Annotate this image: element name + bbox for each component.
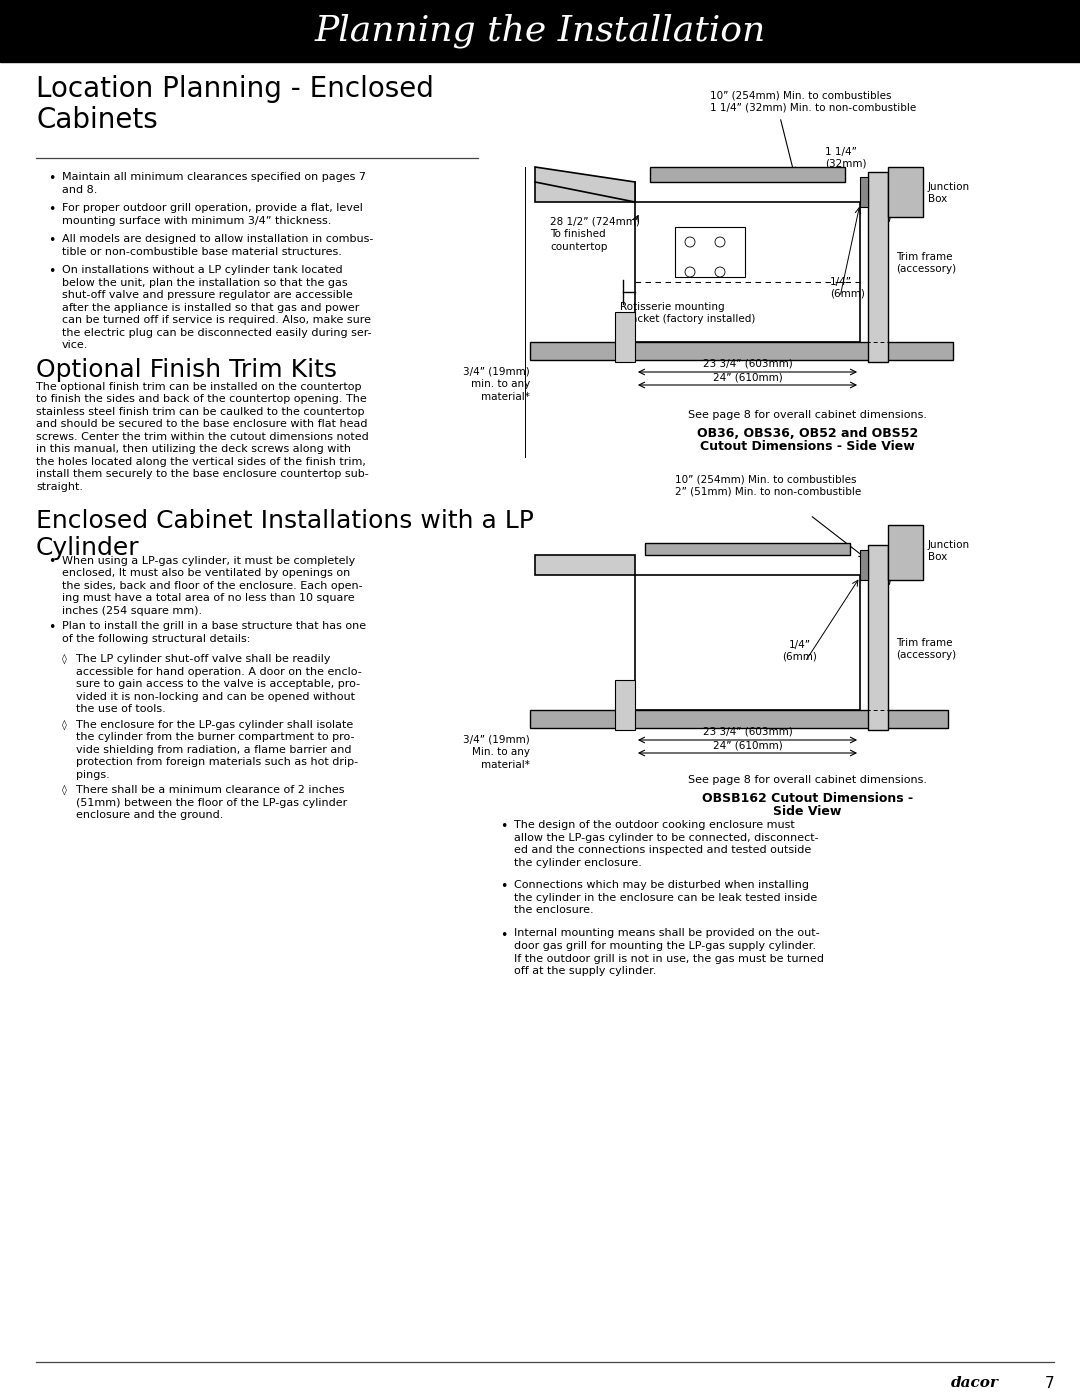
- Polygon shape: [650, 168, 845, 182]
- Text: 23 3/4” (603mm): 23 3/4” (603mm): [703, 726, 793, 738]
- Text: 1/4”
(6mm): 1/4” (6mm): [831, 277, 865, 299]
- Text: 24” (610mm): 24” (610mm): [713, 740, 782, 750]
- Text: 24” (610mm): 24” (610mm): [713, 372, 782, 381]
- Text: Planning the Installation: Planning the Installation: [314, 14, 766, 49]
- Text: Enclosed Cabinet Installations with a LP
Cylinder: Enclosed Cabinet Installations with a LP…: [36, 510, 534, 560]
- Polygon shape: [530, 342, 953, 360]
- Polygon shape: [535, 168, 635, 203]
- Text: 23 3/4” (603mm): 23 3/4” (603mm): [703, 359, 793, 369]
- Text: Connections which may be disturbed when installing
the cylinder in the enclosure: Connections which may be disturbed when …: [514, 880, 818, 915]
- Text: 2” (51mm) Min. to non-combustible: 2” (51mm) Min. to non-combustible: [675, 488, 861, 497]
- Text: •: •: [48, 203, 55, 217]
- Text: There shall be a minimum clearance of 2 inches
(51mm) between the floor of the L: There shall be a minimum clearance of 2 …: [76, 785, 348, 820]
- Bar: [0, 0, 1080, 61]
- Polygon shape: [860, 177, 868, 207]
- Text: Plan to install the grill in a base structure that has one
of the following stru: Plan to install the grill in a base stru…: [62, 622, 366, 644]
- Text: When using a LP-gas cylinder, it must be completely
enclosed, It must also be ve: When using a LP-gas cylinder, it must be…: [62, 556, 363, 616]
- Text: Side View: Side View: [773, 805, 841, 819]
- Text: 10” (254mm) Min. to combustibles: 10” (254mm) Min. to combustibles: [675, 475, 856, 485]
- Text: 3/4” (19mm)
Min. to any
material*: 3/4” (19mm) Min. to any material*: [463, 735, 530, 770]
- Text: •: •: [500, 880, 508, 893]
- Text: 1 1/4”
(32mm): 1 1/4” (32mm): [825, 147, 866, 169]
- Text: Junction
Box: Junction Box: [928, 182, 970, 204]
- Text: ◊: ◊: [62, 785, 67, 795]
- Text: 3/4” (19mm)
min. to any
material*: 3/4” (19mm) min. to any material*: [463, 367, 530, 402]
- Text: For proper outdoor grill operation, provide a flat, level
mounting surface with : For proper outdoor grill operation, prov…: [62, 203, 363, 225]
- Polygon shape: [535, 555, 635, 576]
- Text: •: •: [48, 235, 55, 247]
- Text: OBSB162 Cutout Dimensions -: OBSB162 Cutout Dimensions -: [702, 792, 913, 805]
- Text: Cutout Dimensions - Side View: Cutout Dimensions - Side View: [700, 440, 915, 453]
- Text: Optional Finish Trim Kits: Optional Finish Trim Kits: [36, 358, 337, 381]
- Text: dacor: dacor: [951, 1376, 999, 1390]
- Polygon shape: [615, 312, 635, 362]
- Polygon shape: [868, 172, 888, 362]
- Text: Trim frame
(accessory): Trim frame (accessory): [896, 251, 956, 274]
- Text: Junction
Box: Junction Box: [928, 541, 970, 563]
- Text: •: •: [48, 265, 55, 278]
- Text: 1/4”
(6mm): 1/4” (6mm): [783, 640, 818, 662]
- Polygon shape: [635, 203, 860, 342]
- Text: ◊: ◊: [62, 654, 67, 665]
- Text: Rotisserie mounting
bracket (factory installed): Rotisserie mounting bracket (factory ins…: [620, 302, 755, 324]
- Text: Trim frame
(accessory): Trim frame (accessory): [896, 638, 956, 661]
- Text: See page 8 for overall cabinet dimensions.: See page 8 for overall cabinet dimension…: [688, 409, 927, 420]
- Text: The LP cylinder shut-off valve shall be readily
accessible for hand operation. A: The LP cylinder shut-off valve shall be …: [76, 654, 362, 714]
- Polygon shape: [535, 182, 635, 203]
- Polygon shape: [530, 710, 948, 728]
- Text: Internal mounting means shall be provided on the out-
door gas grill for mountin: Internal mounting means shall be provide…: [514, 929, 824, 977]
- Text: •: •: [500, 820, 508, 833]
- Polygon shape: [635, 576, 860, 710]
- Polygon shape: [888, 168, 923, 217]
- Text: OB36, OBS36, OB52 and OBS52: OB36, OBS36, OB52 and OBS52: [697, 427, 918, 440]
- Text: 28 1/2” (724mm)
To finished
countertop: 28 1/2” (724mm) To finished countertop: [550, 217, 639, 251]
- Text: •: •: [500, 929, 508, 942]
- Text: 1 1/4” (32mm) Min. to non-combustible: 1 1/4” (32mm) Min. to non-combustible: [710, 102, 916, 112]
- Polygon shape: [868, 545, 888, 731]
- Text: On installations without a LP cylinder tank located
below the unit, plan the ins: On installations without a LP cylinder t…: [62, 265, 372, 351]
- Text: 7: 7: [1044, 1376, 1054, 1390]
- Polygon shape: [860, 550, 868, 580]
- Text: •: •: [48, 172, 55, 184]
- Text: Maintain all minimum clearances specified on pages 7
and 8.: Maintain all minimum clearances specifie…: [62, 172, 366, 194]
- Text: The design of the outdoor cooking enclosure must
allow the LP-gas cylinder to be: The design of the outdoor cooking enclos…: [514, 820, 819, 868]
- Text: All models are designed to allow installation in combus-
tible or non-combustibl: All models are designed to allow install…: [62, 235, 374, 257]
- Text: See page 8 for overall cabinet dimensions.: See page 8 for overall cabinet dimension…: [688, 775, 927, 785]
- Text: The optional finish trim can be installed on the countertop
to finish the sides : The optional finish trim can be installe…: [36, 381, 368, 492]
- Text: •: •: [48, 622, 55, 634]
- Polygon shape: [615, 680, 635, 731]
- Text: 10” (254mm) Min. to combustibles: 10” (254mm) Min. to combustibles: [710, 89, 891, 101]
- Text: •: •: [48, 556, 55, 569]
- Polygon shape: [645, 543, 850, 555]
- Text: The enclosure for the LP-gas cylinder shall isolate
the cylinder from the burner: The enclosure for the LP-gas cylinder sh…: [76, 719, 359, 780]
- Polygon shape: [888, 525, 923, 580]
- Text: Location Planning - Enclosed
Cabinets: Location Planning - Enclosed Cabinets: [36, 75, 434, 134]
- Text: ◊: ◊: [62, 719, 67, 729]
